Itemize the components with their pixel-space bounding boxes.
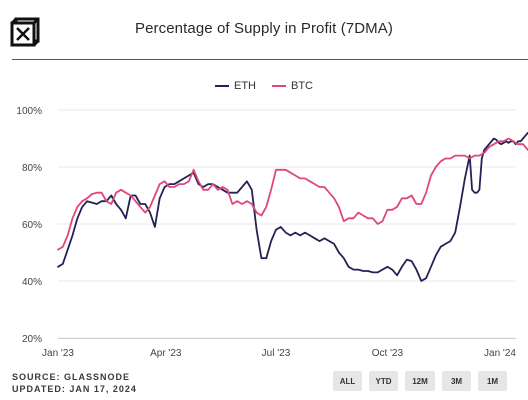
glassnode-logo-icon [10,17,40,47]
updated-label: UPDATED: JAN 17, 2024 [12,384,137,394]
legend-label-eth: ETH [234,80,256,92]
range-ytd-button[interactable]: YTD [369,371,398,391]
line-chart: 20% 40% 60% 80% 100% Jan '23 Apr '23 Jul '23 Oct… [16,106,528,359]
y-tick-label: 60% [22,220,42,231]
range-all-button[interactable]: ALL [333,371,362,391]
legend-swatch-eth [215,85,229,87]
series-line-eth [57,131,528,282]
chart-title: Percentage of Supply in Profit (7DMA) [135,20,393,37]
header-divider [12,59,528,60]
x-tick-label: Jan '23 [42,348,74,359]
legend-label-btc: BTC [291,80,313,92]
header: Percentage of Supply in Profit (7DMA) [0,0,528,60]
footer-info: SOURCE: GLASSNODE UPDATED: JAN 17, 2024 [12,371,137,395]
series-line-btc [57,137,528,251]
range-12m-button[interactable]: 12M [405,371,435,391]
x-tick-label: Oct '23 [372,348,404,359]
y-tick-label: 40% [22,277,42,288]
y-tick-label: 80% [22,163,42,174]
legend-item-eth[interactable]: ETH [215,80,256,92]
legend-item-btc[interactable]: BTC [272,80,313,92]
y-tick-label: 20% [22,334,42,345]
legend-swatch-btc [272,85,286,87]
range-buttons: ALL YTD 12M 3M 1M [333,371,507,391]
range-1m-button[interactable]: 1M [478,371,507,391]
y-tick-label: 100% [16,106,42,117]
x-tick-label: Jul '23 [262,348,291,359]
x-tick-label: Apr '23 [150,348,182,359]
x-tick-label: Jan '24 [484,348,516,359]
chart-legend: ETH BTC [0,80,528,92]
source-label: SOURCE: GLASSNODE [12,372,131,382]
range-3m-button[interactable]: 3M [442,371,471,391]
